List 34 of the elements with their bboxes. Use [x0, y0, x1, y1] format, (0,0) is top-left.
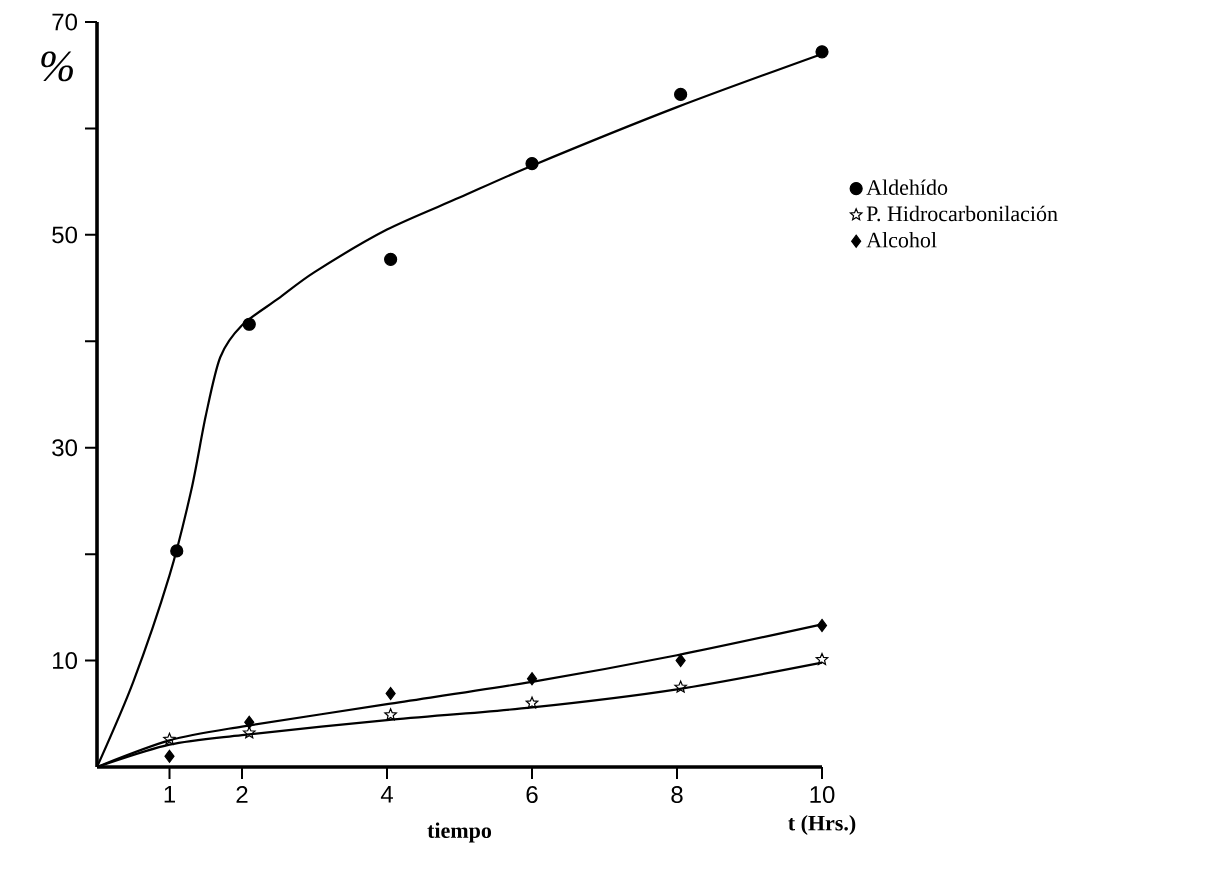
x-axis-title: t (Hrs.) [788, 815, 856, 835]
point [385, 686, 396, 701]
legend-label: Alcohol [866, 232, 937, 248]
point [384, 252, 398, 266]
y-tick-label: 70 [52, 13, 78, 31]
legend-label: P. Hidrocarbonilación [866, 205, 1058, 222]
y-axis-title: % [41, 51, 73, 82]
point [815, 652, 829, 665]
point [163, 732, 176, 745]
x-tick-label: 8 [671, 786, 683, 804]
point [242, 317, 256, 331]
point [526, 672, 538, 686]
x-tick-label: 10 [810, 786, 835, 804]
point [674, 87, 688, 101]
point [164, 749, 175, 763]
legend-label: Aldehído [866, 179, 948, 195]
x-tick-label: 4 [380, 786, 393, 803]
point [675, 653, 686, 668]
y-tick-label: 50 [52, 226, 78, 244]
point [242, 726, 256, 739]
point [384, 708, 397, 721]
point [674, 680, 687, 693]
point [816, 618, 828, 633]
x-tick-label: 6 [526, 786, 538, 804]
point [244, 715, 255, 729]
y-tick-label: 10 [53, 652, 78, 670]
x-tick-label: 2 [236, 786, 248, 803]
point [170, 544, 184, 558]
y-tick-label: 30 [52, 439, 78, 457]
point [525, 156, 539, 171]
point [525, 696, 539, 709]
text: tiempo [427, 822, 492, 843]
x-tick-label: 1 [164, 786, 175, 803]
point [815, 45, 829, 59]
